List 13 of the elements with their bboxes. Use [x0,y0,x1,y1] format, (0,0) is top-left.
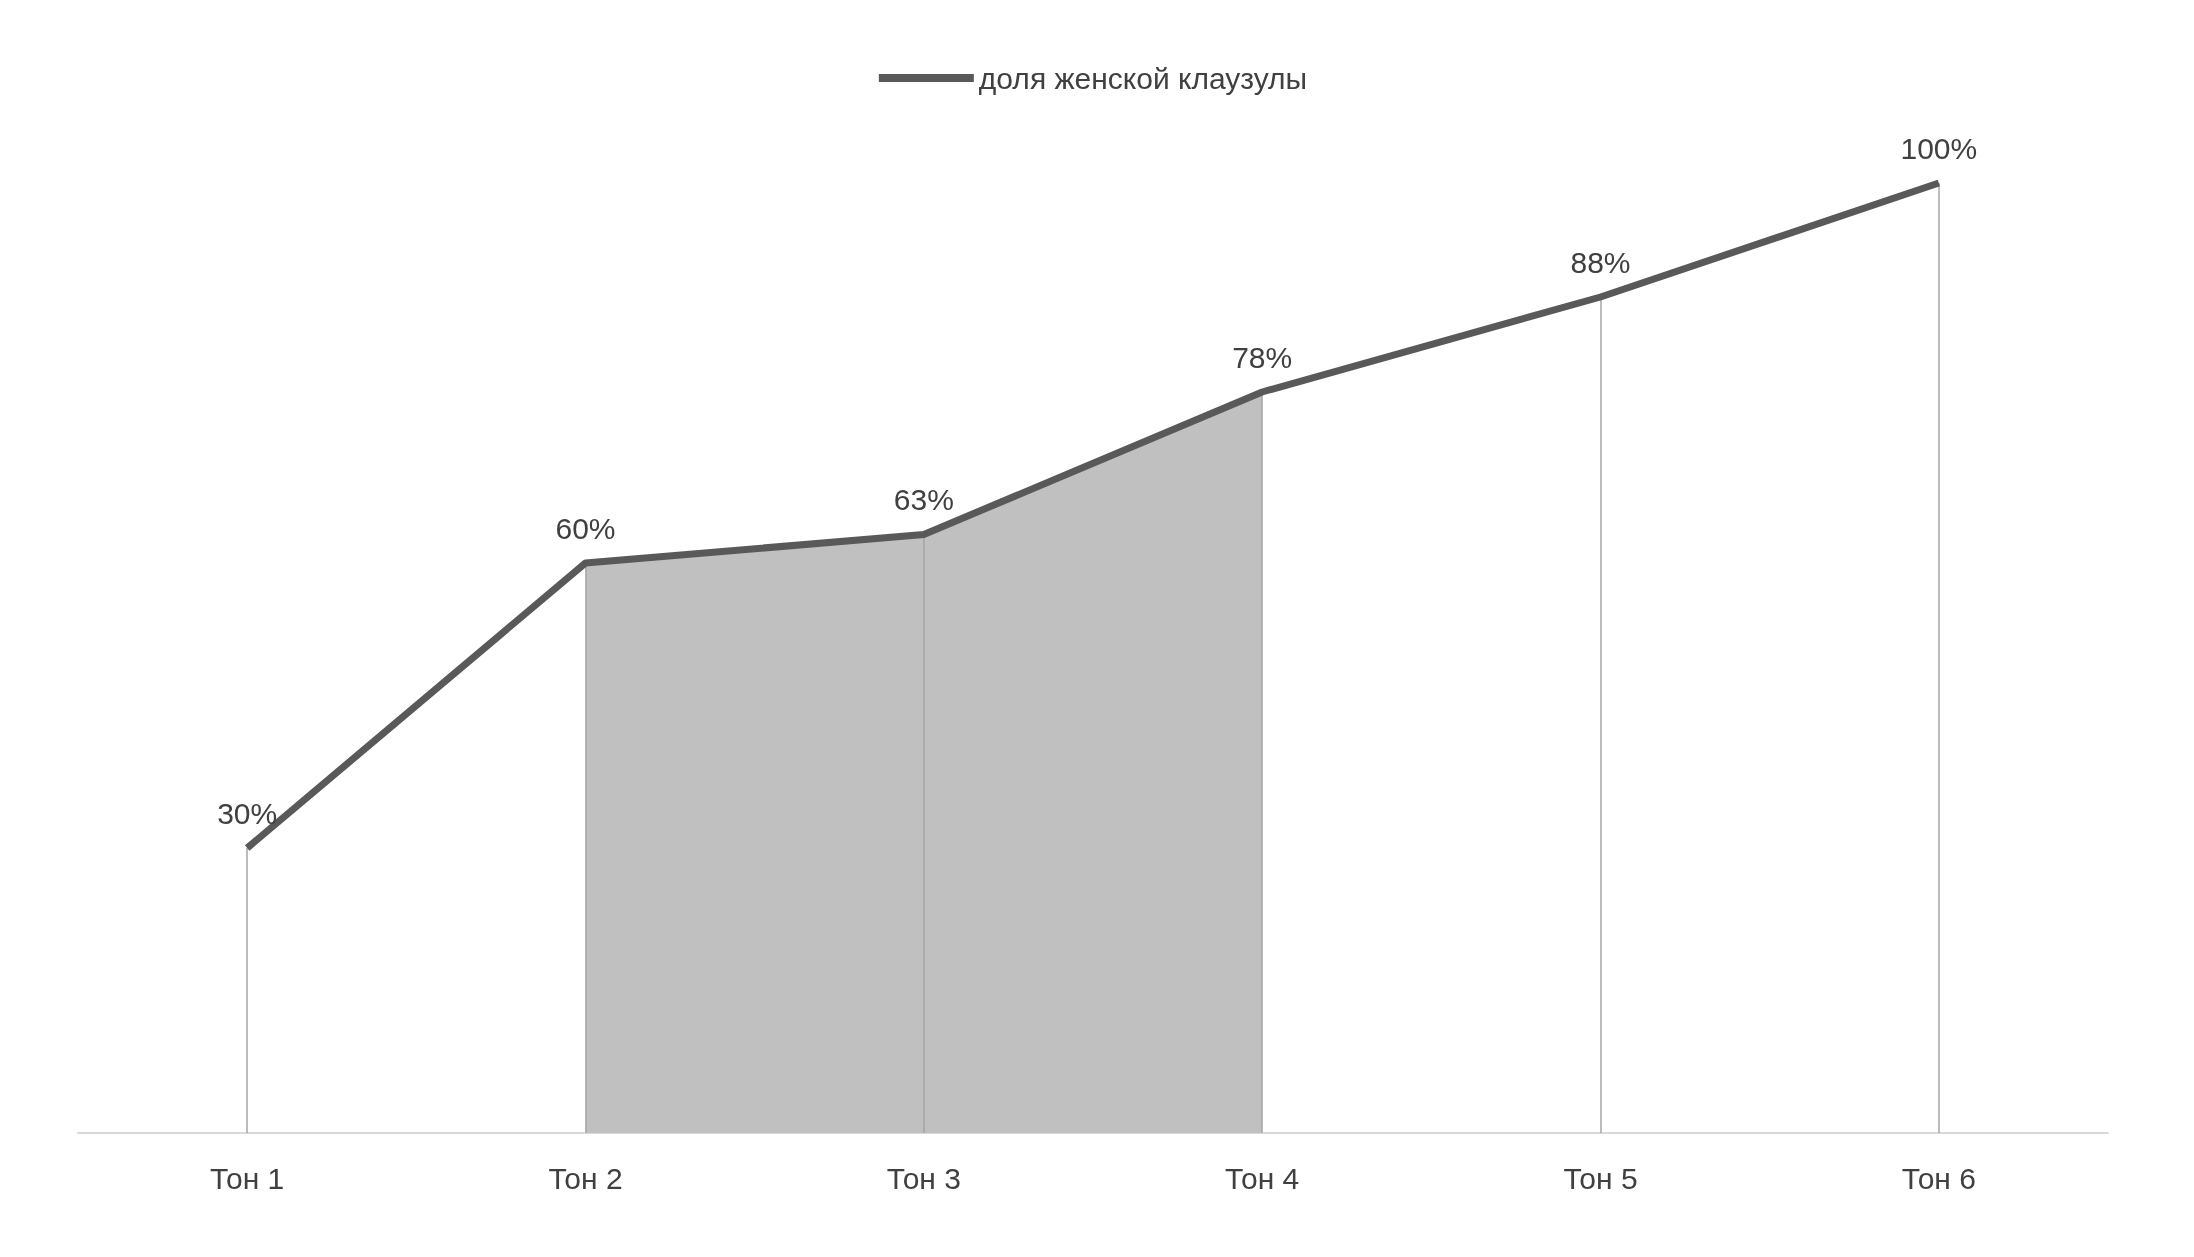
legend-label: доля женской клаузулы [978,61,1308,95]
x-tick-label: Тон 3 [886,1161,961,1195]
x-tick-label: Тон 4 [1225,1161,1300,1195]
x-tick-label: Тон 1 [210,1161,285,1195]
x-tick-label: Тон 6 [1901,1161,1976,1195]
data-label: 100% [1900,131,1978,165]
x-tick-label: Тон 2 [548,1161,623,1195]
data-label: 88% [1570,245,1631,279]
data-label: 60% [555,511,616,545]
x-tick-label: Тон 5 [1563,1161,1638,1195]
data-label: 30% [217,796,278,830]
data-label: 63% [893,483,954,516]
data-label: 78% [1232,340,1293,374]
